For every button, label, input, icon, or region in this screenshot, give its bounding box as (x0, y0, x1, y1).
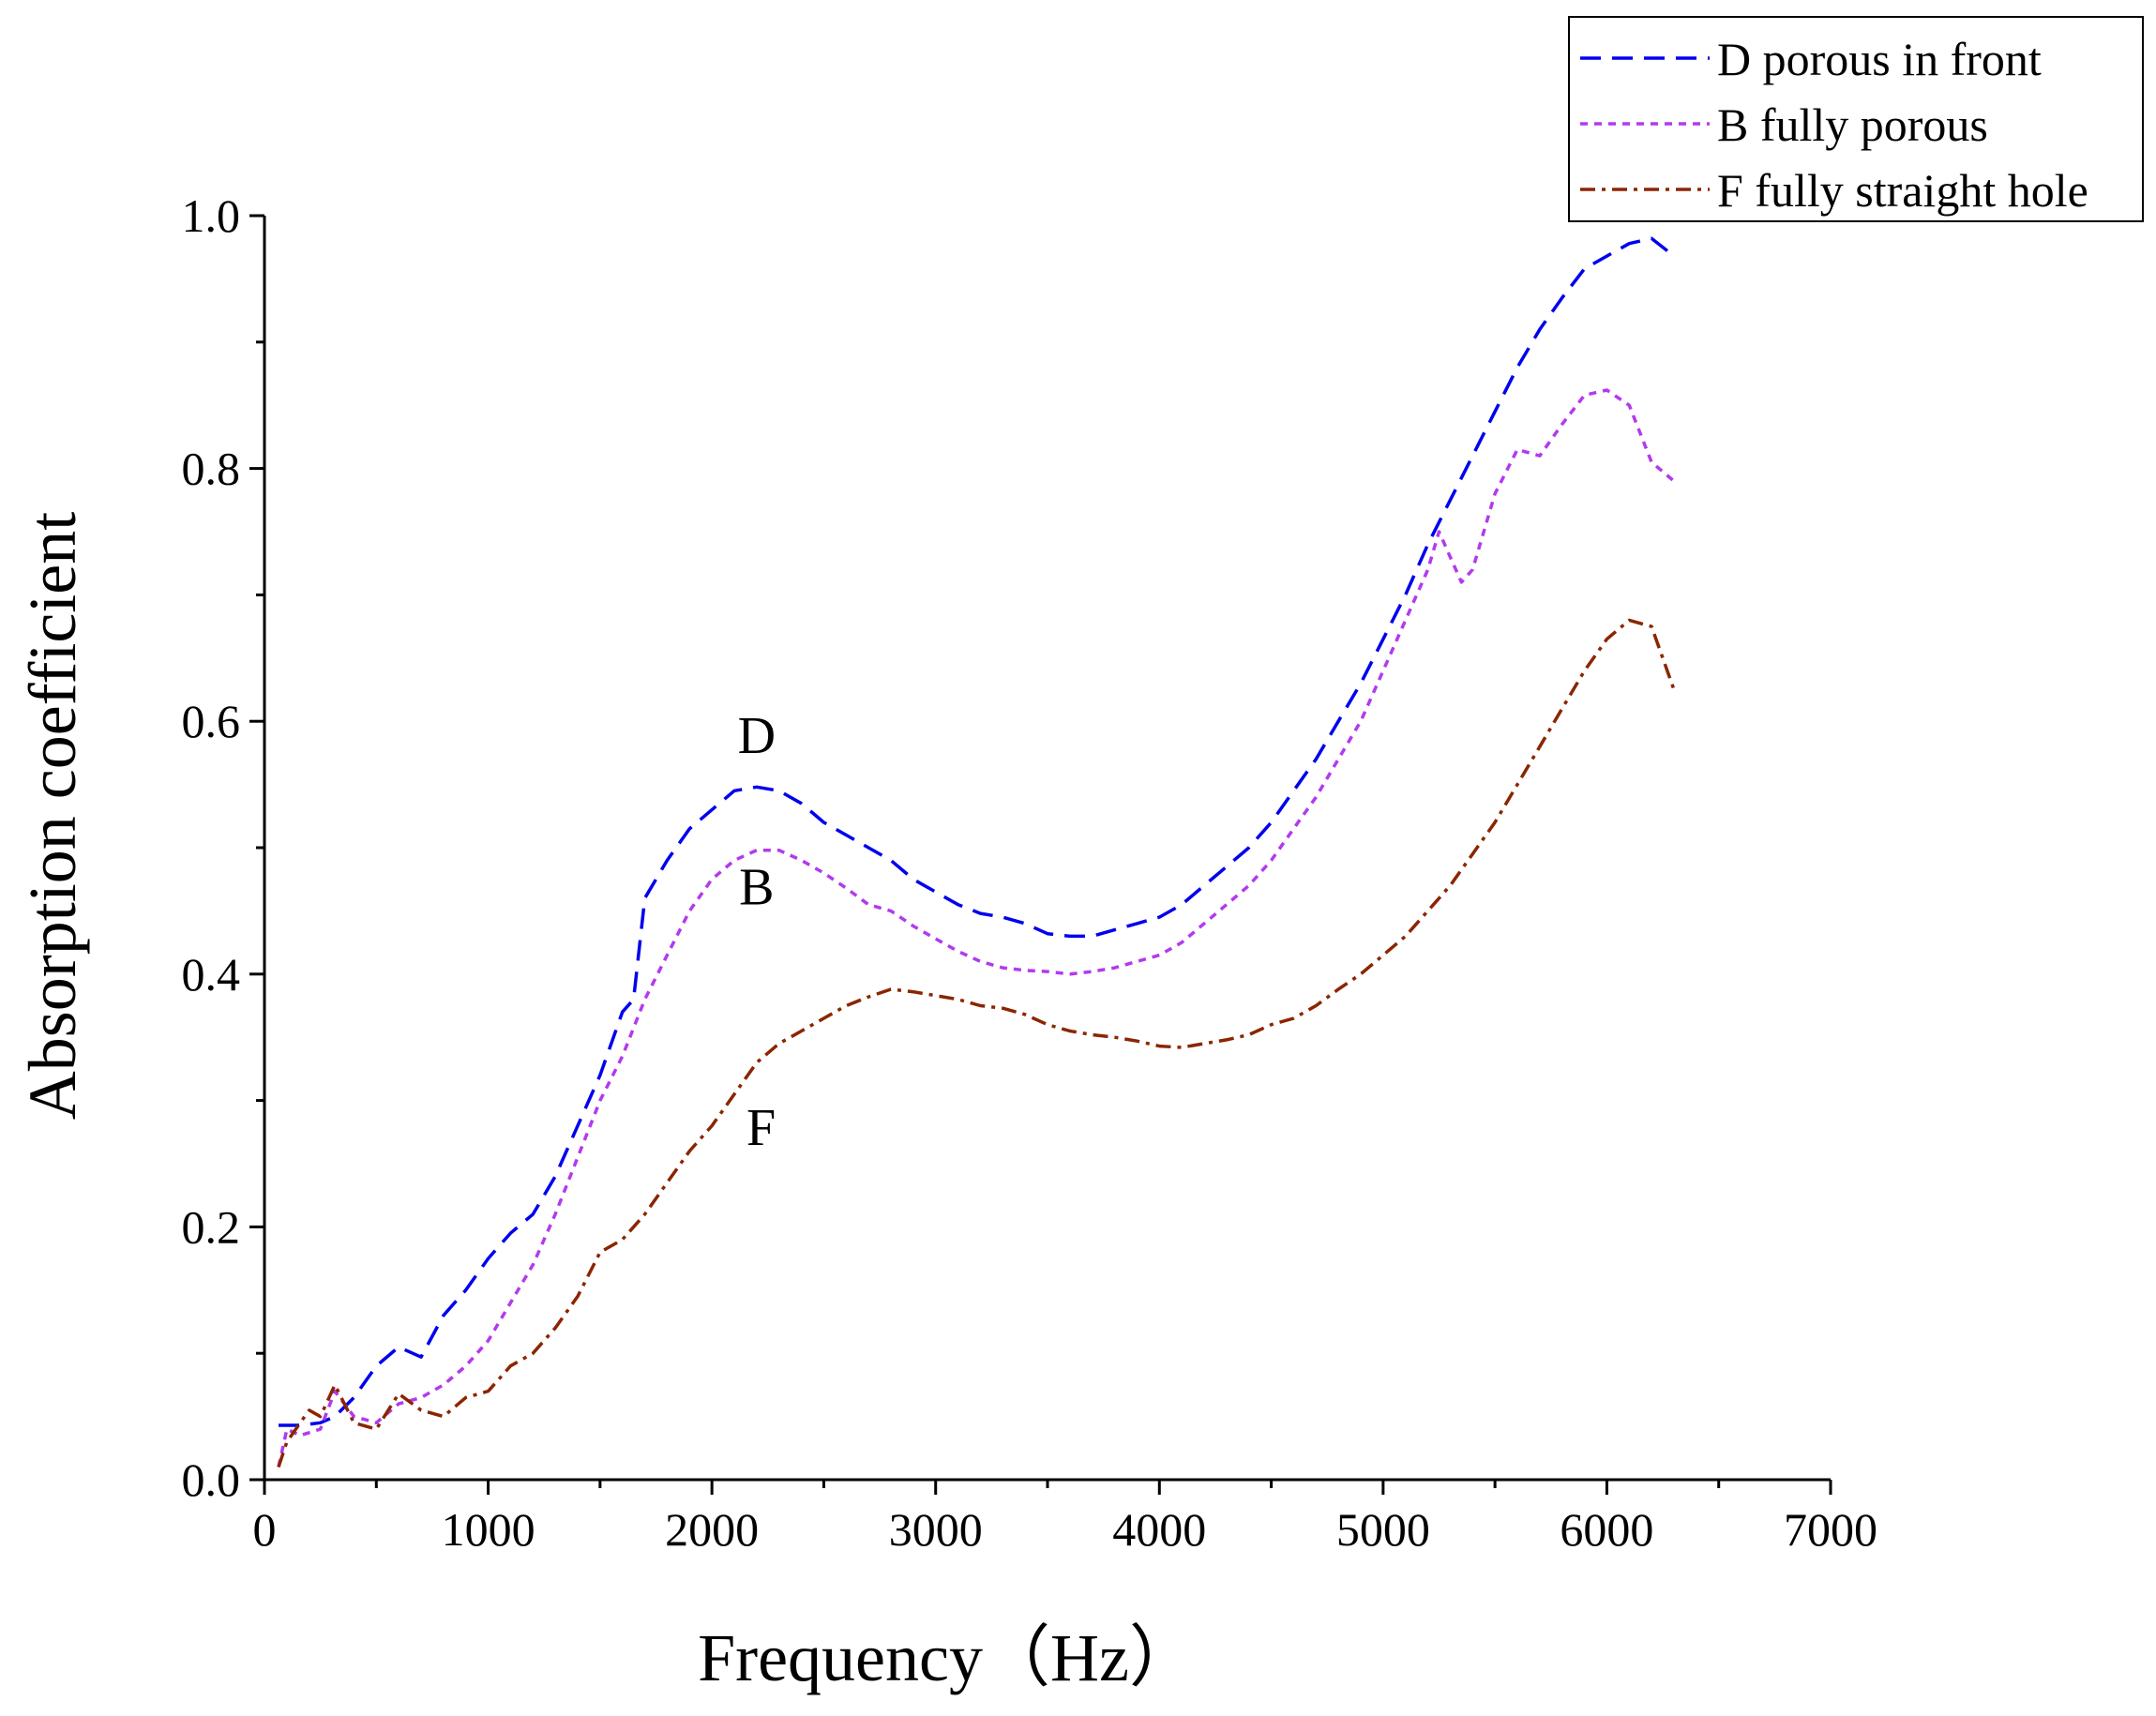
x-tick-label: 5000 (1336, 1503, 1430, 1556)
x-tick-label: 2000 (665, 1503, 759, 1556)
y-tick-label: 0.6 (182, 695, 241, 747)
curve-label-d: D (738, 707, 776, 765)
series-line-f (277, 618, 1676, 1468)
x-tick-label: 7000 (1784, 1503, 1877, 1556)
series-2 (277, 618, 1676, 1468)
y-axis-title: Absorption coefficient (15, 512, 90, 1121)
x-tick-label: 4000 (1112, 1503, 1206, 1556)
series-line-b (277, 388, 1676, 1468)
y-tick-label: 0.4 (182, 948, 241, 1001)
curve-label-f: F (746, 1099, 776, 1157)
curve-label-b: B (739, 859, 774, 917)
series-lines (277, 236, 1676, 1468)
x-tick-label: 0 (253, 1503, 277, 1556)
y-tick-label: 0.2 (182, 1200, 241, 1253)
x-tick-label: 3000 (889, 1503, 983, 1556)
series-1 (277, 388, 1676, 1468)
curve-annotations: D B F (738, 707, 776, 1157)
series-0 (279, 236, 1676, 1427)
y-tick-label: 0.8 (182, 443, 241, 495)
y-tick-label: 0.0 (182, 1453, 241, 1506)
series-line-d (279, 236, 1676, 1427)
y-tick-label: 1.0 (182, 189, 241, 242)
legend-box (1568, 16, 2144, 222)
legend-label-2: F fully straight hole (1717, 164, 2088, 217)
legend-label-0: D porous in front (1717, 33, 2042, 85)
x-axis-title: Frequency（Hz） (698, 1620, 1197, 1695)
x-tick-label: 1000 (442, 1503, 535, 1556)
axes: 0 1000 2000 3000 4000 5000 6000 7000 0.0 0.2 0.4 0.… (182, 189, 1878, 1556)
x-tick-label: 6000 (1560, 1503, 1653, 1556)
legend-label-1: B fully porous (1717, 98, 1988, 151)
legend: D porous in front B fully porous F fully s… (1568, 16, 2144, 222)
